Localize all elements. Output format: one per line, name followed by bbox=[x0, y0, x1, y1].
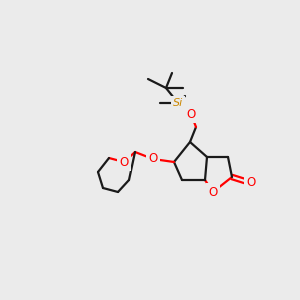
Text: O: O bbox=[208, 185, 217, 199]
Text: O: O bbox=[246, 176, 256, 190]
Text: Si: Si bbox=[173, 98, 183, 108]
Text: O: O bbox=[119, 155, 129, 169]
Text: O: O bbox=[186, 107, 196, 121]
Text: O: O bbox=[148, 152, 158, 166]
